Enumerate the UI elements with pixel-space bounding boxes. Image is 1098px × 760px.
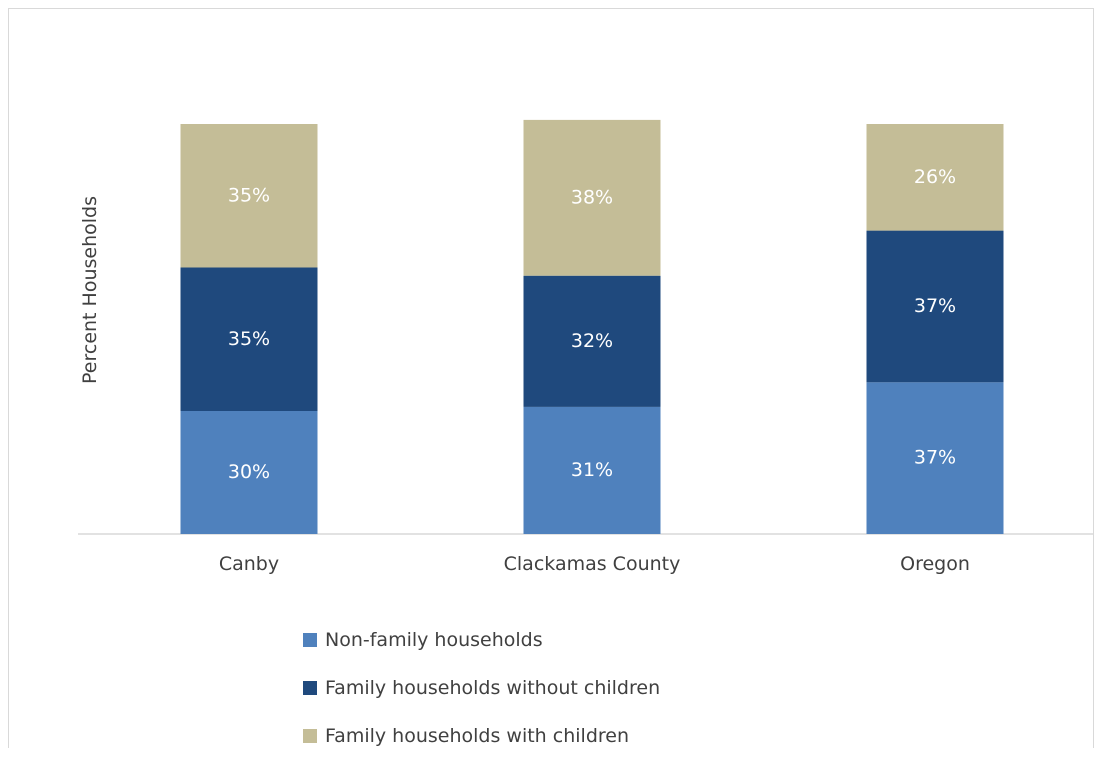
bar-canby-non-family-households (180, 411, 318, 534)
legend-swatch-family-with-children (303, 729, 317, 743)
data-label-oregon-family-households-without-children: 37% (914, 295, 956, 317)
category-label-clackamas-county: Clackamas County (504, 553, 681, 575)
legend-item-non-family: Non-family households (303, 616, 660, 664)
bar-clackamas-county-family-households-with-children (523, 119, 661, 276)
y-axis-title: Percent Households (79, 196, 101, 384)
data-label-canby-non-family-households: 30% (228, 461, 270, 483)
bar-oregon-family-households-with-children (866, 124, 1004, 231)
legend-swatch-non-family (303, 633, 317, 647)
data-label-canby-family-households-with-children: 35% (228, 184, 270, 206)
legend: Non-family households Family households … (303, 616, 660, 760)
category-label-oregon: Oregon (900, 553, 970, 575)
data-label-oregon-family-households-with-children: 26% (914, 166, 956, 188)
legend-label-family-with-children: Family households with children (325, 725, 629, 747)
bar-oregon-family-households-without-children (866, 230, 1004, 383)
chart-frame (8, 8, 1094, 748)
bars-layer: 30% 35% 35% 31% 32% 38% 37% 37% 26% (180, 119, 1004, 534)
legend-item-family-with-children: Family households with children (303, 712, 660, 760)
legend-label-family-without-children: Family households without children (325, 677, 661, 699)
bar-clackamas-county-family-households-without-children (523, 275, 661, 407)
bar-canby-family-households-without-children (180, 267, 318, 411)
category-labels: Canby Clackamas County Oregon (219, 553, 970, 575)
data-label-clackamas-county-family-households-without-children: 32% (571, 330, 613, 352)
data-label-oregon-non-family-households: 37% (914, 447, 956, 469)
legend-label-non-family: Non-family households (325, 629, 543, 651)
bar-clackamas-county-non-family-households (523, 406, 661, 534)
legend-swatch-family-without-children (303, 681, 317, 695)
bar-oregon-non-family-households (866, 382, 1004, 534)
data-label-canby-family-households-without-children: 35% (228, 328, 270, 350)
data-label-clackamas-county-family-households-with-children: 38% (571, 186, 613, 208)
legend-item-family-without-children: Family households without children (303, 664, 660, 712)
bar-canby-family-households-with-children (180, 124, 318, 268)
category-label-canby: Canby (219, 553, 279, 575)
data-label-clackamas-county-non-family-households: 31% (571, 459, 613, 481)
